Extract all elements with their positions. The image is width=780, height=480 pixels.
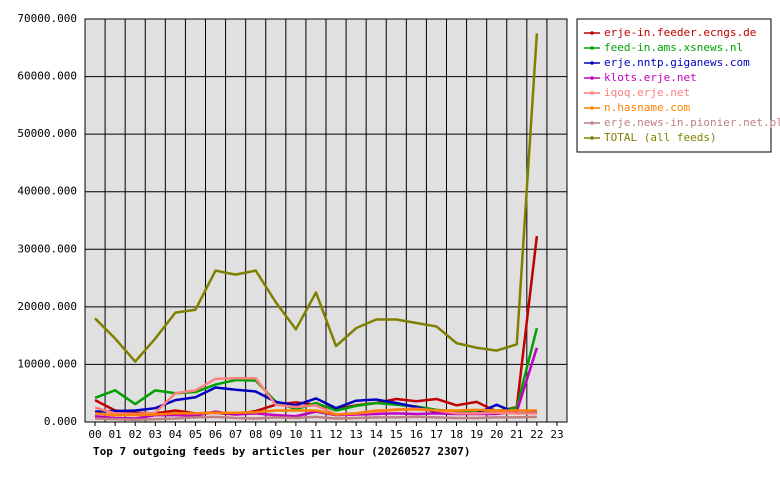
series-line [94, 33, 539, 363]
legend-label: iqoq.erje.net [604, 86, 690, 99]
legend-marker [590, 46, 594, 50]
series-line [94, 408, 537, 417]
series-line [94, 376, 537, 416]
x-tick-label: 09 [269, 428, 282, 441]
legend-marker [590, 121, 594, 125]
x-tick-label: 08 [249, 428, 262, 441]
x-tick-label: 07 [229, 428, 242, 441]
legend-marker [590, 106, 594, 110]
x-tick-label: 02 [129, 428, 142, 441]
legend-label: erje.nntp.giganews.com [604, 56, 750, 69]
y-tick-label: 50000.000 [17, 127, 77, 140]
x-tick-label: 11 [309, 428, 322, 441]
legend-marker [590, 76, 594, 80]
y-tick-label: 70000.000 [17, 12, 77, 25]
x-tick-label: 04 [169, 428, 183, 441]
legend-label: n.hasname.com [604, 101, 690, 114]
x-tick-label: 20 [490, 428, 503, 441]
series-line [95, 415, 537, 421]
x-tick-label: 22 [530, 428, 543, 441]
x-tick-label: 17 [430, 428, 443, 441]
y-tick-label: 20000.000 [17, 300, 77, 313]
legend [576, 18, 772, 153]
legend-label: erje.news-in.pionier.net.pl [604, 116, 780, 129]
x-tick-label: 18 [450, 428, 463, 441]
y-tick-label: 40000.000 [17, 185, 77, 198]
x-tick-label: 01 [109, 428, 122, 441]
legend-marker [590, 136, 594, 140]
legend-label: erje-in.feeder.ecngs.de [604, 26, 756, 39]
y-tick-label: 60000.000 [17, 70, 77, 83]
y-tick-label: 10000.000 [17, 357, 77, 370]
x-tick-label: 10 [289, 428, 302, 441]
legend-label: feed-in.ams.xsnews.nl [604, 41, 743, 54]
legend-marker [590, 31, 594, 35]
x-tick-label: 05 [189, 428, 202, 441]
legend-label: klots.erje.net [604, 71, 697, 84]
y-tick-label: 30000.000 [17, 242, 77, 255]
legend-marker [590, 61, 594, 65]
x-tick-label: 15 [390, 428, 403, 441]
legend-marker [590, 91, 594, 95]
x-tick-label: 23 [550, 428, 563, 441]
x-tick-label: 13 [350, 428, 363, 441]
x-tick-label: 19 [470, 428, 483, 441]
x-tick-label: 06 [209, 428, 222, 441]
x-tick-label: 21 [510, 428, 523, 441]
legend-label: TOTAL (all feeds) [604, 131, 717, 144]
x-tick-label: 00 [88, 428, 101, 441]
x-tick-label: 03 [149, 428, 162, 441]
chart-title: Top 7 outgoing feeds by articles per hou… [93, 445, 471, 458]
x-tick-label: 12 [329, 428, 342, 441]
y-tick-label: 0.000 [44, 415, 77, 428]
x-tick-label: 16 [410, 428, 423, 441]
x-tick-label: 14 [370, 428, 384, 441]
